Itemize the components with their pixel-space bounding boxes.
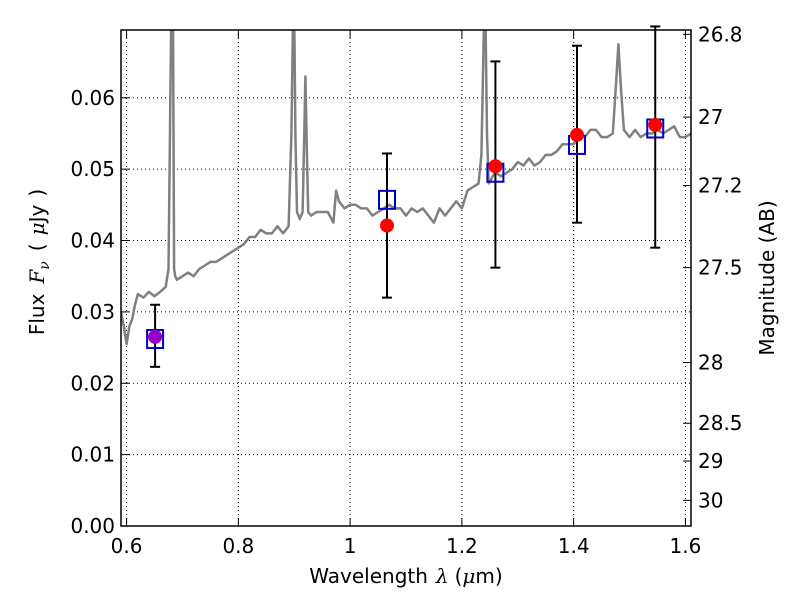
y-axis-ticks: 0.00 0.01 0.02 0.03 0.04 0.05 0.06 — [70, 86, 129, 538]
y2-axis-label: Magnitude (AB) — [755, 200, 779, 355]
y2-tick-label: 28.5 — [698, 411, 743, 435]
y2-tick-label: 26.8 — [698, 22, 743, 46]
y-axis-label-unit-mu: μ — [25, 222, 49, 235]
observed-point — [148, 329, 163, 344]
x-tick-label: 1.2 — [446, 534, 478, 558]
x-axis-label-prefix: Wavelength — [309, 564, 428, 588]
x-tick-label: 0.8 — [222, 534, 254, 558]
model-spectrum-layer — [121, 30, 691, 346]
model-spectrum-line — [121, 30, 691, 346]
y-tick-label: 0.06 — [70, 86, 115, 110]
error-bar-layer — [150, 25, 661, 368]
observed-point — [488, 159, 503, 174]
x-tick-label: 0.6 — [111, 534, 143, 558]
x-axis-label: Wavelength λ (μm) — [309, 564, 502, 588]
y-tick-label: 0.03 — [70, 300, 115, 324]
observed-photometry-layer — [148, 117, 663, 344]
observed-point — [570, 127, 584, 142]
y-tick-label: 0.02 — [70, 371, 115, 395]
x-tick-label: 1 — [344, 534, 357, 558]
y-axis-label-prefix: Flux — [25, 293, 49, 335]
y-axis-label-unit-rest: Jy — [25, 204, 49, 224]
observed-point — [380, 218, 394, 233]
x-axis-label-unit-rest: m) — [475, 564, 502, 588]
x-axis-label-unit-open: ( — [455, 564, 463, 588]
x-axis-label-unit-mu: μ — [462, 564, 475, 588]
y-axis-label-unit-open: ( — [25, 243, 49, 251]
y2-tick-label: 27 — [698, 105, 723, 129]
grid — [121, 30, 691, 526]
y-axis-label-subscript: ν — [37, 261, 53, 270]
y-axis-label: Flux Fν ( μJy) — [25, 189, 53, 335]
y-tick-label: 0.00 — [70, 514, 115, 538]
y-axis-label-symbol: F — [25, 269, 49, 285]
x-tick-label: 1.6 — [670, 534, 702, 558]
y2-tick-label: 27.2 — [698, 174, 743, 198]
x-axis-label-symbol: λ — [435, 564, 449, 588]
model-photometry-layer — [146, 118, 665, 350]
y-axis-label-unit-close: ) — [25, 189, 49, 197]
y2-axis-ticks: 26.8 27 27.2 27.5 28 28.5 29 30 — [683, 22, 743, 512]
y-tick-label: 0.01 — [70, 443, 115, 467]
y2-tick-label: 29 — [698, 449, 723, 473]
y-tick-label: 0.04 — [70, 229, 115, 253]
observed-point — [648, 117, 663, 132]
y2-tick-label: 30 — [698, 488, 723, 512]
x-tick-label: 1.4 — [558, 534, 590, 558]
y2-tick-label: 28 — [698, 351, 723, 375]
y-tick-label: 0.05 — [70, 157, 115, 181]
model-photometry-square — [378, 189, 396, 210]
x-axis-ticks: 0.6 0.8 1 1.2 1.4 1.6 — [111, 30, 702, 558]
y2-tick-label: 27.5 — [698, 256, 743, 280]
plot-frame — [120, 29, 692, 527]
